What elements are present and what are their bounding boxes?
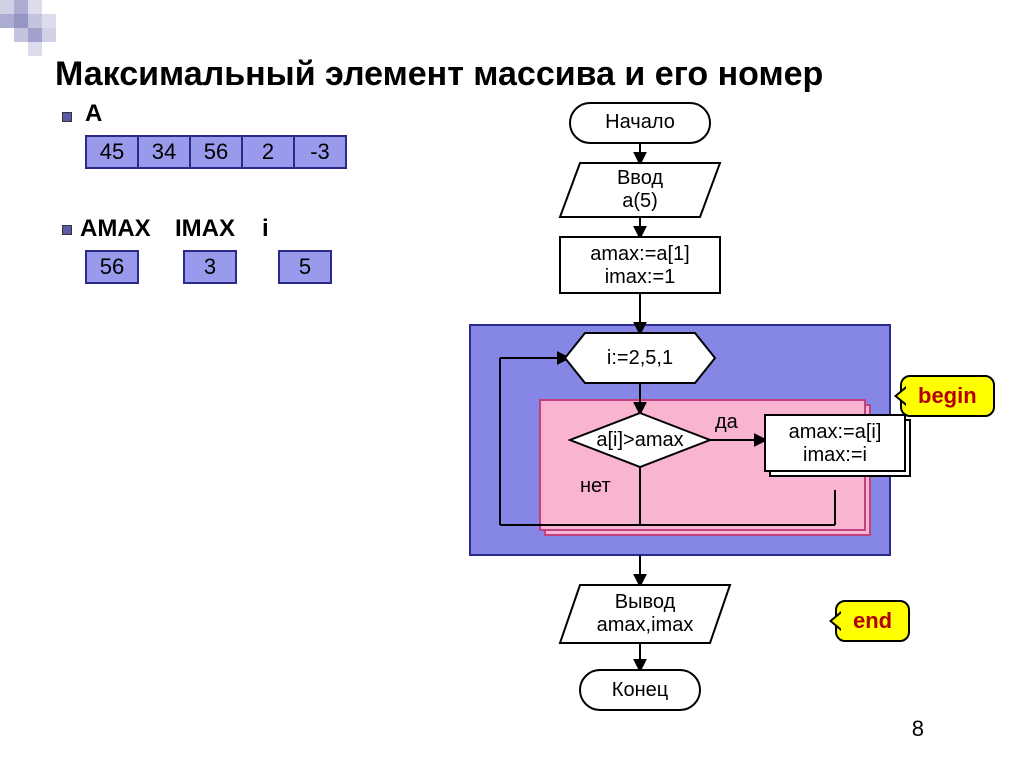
array-cell: -3 [293,135,347,169]
flow-output-l1: Вывод [615,591,675,613]
page-title: Максимальный элемент массива и его номер [55,55,823,94]
flow-assign: amax:=a[i] imax:=i [765,421,905,467]
flow-end: Конец [580,679,700,702]
bullet-icon [62,112,72,122]
flow-init-l2: imax:=1 [605,266,676,288]
amax-value: 56 [85,250,139,284]
page-number: 8 [912,716,924,742]
flow-assign-l1: amax:=a[i] [789,421,882,443]
array-label: A [85,100,102,128]
flow-init: amax:=a[1] imax:=1 [560,243,720,289]
flow-no: нет [580,475,611,498]
flow-start: Начало [570,111,710,134]
array-cell: 45 [85,135,139,169]
imax-label: IMAX [175,215,235,243]
i-value: 5 [278,250,332,284]
flow-input: Ввод a(5) [570,167,710,213]
flowchart: Начало Ввод a(5) amax:=a[1] imax:=1 i:=2… [440,95,1000,735]
callout-begin: begin [900,375,995,417]
flow-loop: i:=2,5,1 [565,347,715,370]
imax-value: 3 [183,250,237,284]
flow-input-l1: Ввод [617,167,663,189]
flow-output: Вывод amax,imax [570,591,720,637]
flow-input-l2: a(5) [622,190,658,212]
array-cell: 2 [241,135,295,169]
flow-cond: a[i]>amax [570,429,710,452]
amax-label: AMAX [80,215,151,243]
bullet-icon [62,225,72,235]
array-cell: 34 [137,135,191,169]
flow-init-l1: amax:=a[1] [590,243,690,265]
flow-yes: да [715,411,738,434]
array-row: 45 34 56 2 -3 [85,135,347,169]
flow-assign-l2: imax:=i [803,444,867,466]
array-cell: 56 [189,135,243,169]
callout-end: end [835,600,910,642]
i-label: i [262,215,269,243]
flow-output-l2: amax,imax [597,614,694,636]
